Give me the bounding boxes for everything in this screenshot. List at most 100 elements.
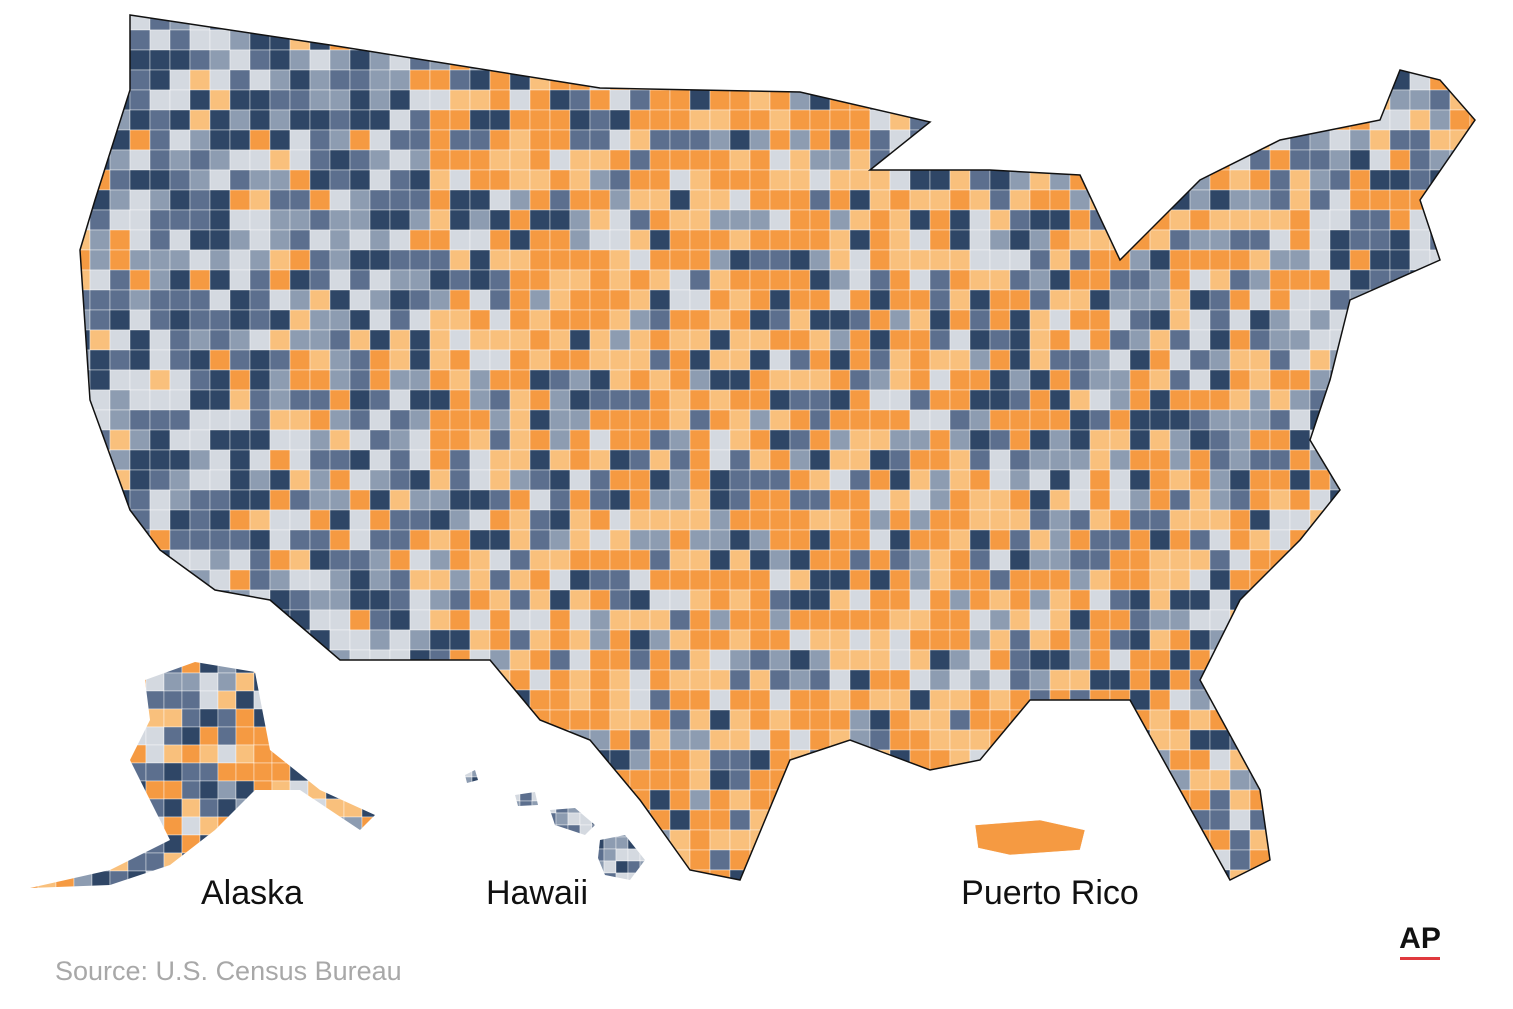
county-cell <box>1449 809 1471 831</box>
county-cell <box>80 429 91 451</box>
county-cell <box>389 449 411 471</box>
county-cell <box>789 729 811 751</box>
county-cell <box>889 529 911 551</box>
county-cell <box>253 834 273 854</box>
county-cell <box>429 469 451 491</box>
county-cell <box>829 869 851 880</box>
county-cell <box>589 529 611 551</box>
county-cell <box>235 708 255 728</box>
county-cell <box>829 629 851 651</box>
county-cell <box>849 689 871 711</box>
county-cell <box>189 329 211 351</box>
county-cell <box>889 369 911 391</box>
county-cell <box>309 449 331 471</box>
county-cell <box>709 189 731 211</box>
county-cell <box>629 369 651 391</box>
county-cell <box>949 449 971 471</box>
county-cell <box>567 800 581 814</box>
county-cell <box>189 389 211 411</box>
county-cell <box>1309 849 1331 871</box>
county-cell <box>389 169 411 191</box>
county-cell <box>1169 469 1191 491</box>
county-cell <box>649 89 671 111</box>
source-note: Source: U.S. Census Bureau <box>55 956 402 986</box>
county-cell <box>729 509 751 531</box>
county-cell <box>489 549 511 571</box>
county-cell <box>1209 749 1231 771</box>
county-cell <box>1289 709 1311 731</box>
county-cell <box>829 389 851 411</box>
county-cell <box>145 662 165 674</box>
county-cell <box>89 669 111 691</box>
county-cell <box>229 269 251 291</box>
county-cell <box>429 49 451 71</box>
county-cell <box>1009 529 1031 551</box>
county-cell <box>789 429 811 451</box>
county-cell <box>989 369 1011 391</box>
county-cell <box>989 549 1011 571</box>
county-cell <box>409 469 431 491</box>
county-cell <box>289 662 309 674</box>
county-cell <box>329 849 351 871</box>
county-cell <box>429 549 451 571</box>
county-cell <box>1149 469 1171 491</box>
county-cell <box>80 49 91 71</box>
county-cell <box>329 589 351 611</box>
county-cell <box>1409 149 1431 171</box>
county-cell <box>209 269 231 291</box>
county-cell <box>289 709 311 731</box>
county-cell <box>1209 369 1231 391</box>
county-cell <box>1009 749 1031 771</box>
county-cell <box>409 669 431 691</box>
county-cell <box>1029 329 1051 351</box>
county-cell <box>709 369 731 391</box>
county-cell <box>489 629 511 651</box>
county-cell <box>489 769 511 791</box>
county-cell <box>249 349 271 371</box>
county-cell <box>127 870 147 888</box>
county-cell <box>929 829 951 851</box>
county-cell <box>127 726 147 746</box>
county-cell <box>1169 509 1191 531</box>
county-cell <box>549 289 571 311</box>
county-cell <box>249 209 271 231</box>
county-cell <box>1169 569 1191 591</box>
county-cell <box>589 309 611 331</box>
county-cell <box>549 269 571 291</box>
county-cell <box>1329 389 1351 411</box>
county-cell <box>509 829 531 851</box>
county-cell <box>849 15 871 31</box>
county-cell <box>1149 69 1171 91</box>
county-cell <box>309 409 331 431</box>
county-cell <box>749 549 771 571</box>
county-cell <box>1449 629 1471 651</box>
county-cell <box>369 69 391 91</box>
county-cell <box>889 669 911 691</box>
county-cell <box>1409 449 1431 471</box>
county-cell <box>929 209 951 231</box>
county-cell <box>309 669 331 691</box>
county-cell <box>949 269 971 291</box>
county-cell <box>949 169 971 191</box>
county-cell <box>929 569 951 591</box>
county-cell <box>1089 489 1111 511</box>
county-cell <box>829 509 851 531</box>
county-cell <box>949 109 971 131</box>
county-cell <box>483 836 497 850</box>
county-cell <box>249 69 271 91</box>
county-cell <box>109 609 131 631</box>
county-cell <box>1409 329 1431 351</box>
county-cell <box>249 129 271 151</box>
county-cell <box>1129 89 1151 111</box>
county-cell <box>569 15 591 31</box>
county-cell <box>1069 529 1091 551</box>
county-cell <box>1409 429 1431 451</box>
county-cell <box>1369 389 1391 411</box>
county-cell <box>549 229 571 251</box>
county-cell <box>1249 209 1271 231</box>
county-cell <box>181 780 201 800</box>
county-cell <box>849 829 871 851</box>
county-cell <box>1309 469 1331 491</box>
county-cell <box>189 49 211 71</box>
county-cell <box>389 489 411 511</box>
